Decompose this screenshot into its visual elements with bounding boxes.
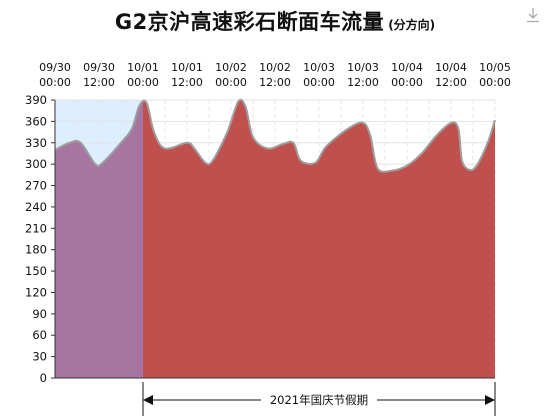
x-tick-time: 00:00 bbox=[391, 76, 423, 89]
y-tick-label: 60 bbox=[32, 328, 47, 342]
x-tick-time: 12:00 bbox=[259, 76, 291, 89]
x-tick-time: 12:00 bbox=[83, 76, 115, 89]
y-tick-label: 330 bbox=[25, 136, 47, 150]
x-tick-time: 12:00 bbox=[435, 76, 467, 89]
series-area bbox=[55, 99, 495, 379]
download-icon[interactable] bbox=[526, 7, 540, 23]
x-tick-date: 10/03 bbox=[303, 61, 335, 74]
chart-title-main: G2京沪高速彩石断面车流量 bbox=[114, 10, 385, 34]
y-tick-label: 270 bbox=[25, 179, 47, 193]
y-tick-label: 30 bbox=[32, 350, 47, 364]
x-tick-date: 09/30 bbox=[83, 61, 115, 74]
chart-title: G2京沪高速彩石断面车流量 (分方向) bbox=[0, 6, 550, 36]
y-tick-label: 390 bbox=[25, 93, 47, 107]
x-tick-time: 00:00 bbox=[479, 76, 511, 89]
x-tick-date: 10/03 bbox=[347, 61, 379, 74]
y-tick-label: 210 bbox=[25, 221, 47, 235]
x-tick-time: 00:00 bbox=[215, 76, 247, 89]
x-tick-date: 10/01 bbox=[171, 61, 203, 74]
y-tick-label: 240 bbox=[25, 200, 47, 214]
x-tick-date: 09/30 bbox=[39, 61, 71, 74]
highlight-overlay bbox=[55, 101, 143, 378]
y-tick-label: 150 bbox=[25, 264, 47, 278]
x-tick-time: 00:00 bbox=[303, 76, 335, 89]
y-tick-label: 360 bbox=[25, 114, 47, 128]
annotation-label: 2021年国庆节假期 bbox=[270, 393, 368, 407]
x-tick-time: 00:00 bbox=[39, 76, 71, 89]
x-tick-time: 00:00 bbox=[127, 76, 159, 89]
y-tick-label: 0 bbox=[40, 371, 47, 385]
x-tick-date: 10/01 bbox=[127, 61, 159, 74]
series-line bbox=[54, 98, 496, 173]
y-tick-label: 300 bbox=[25, 157, 47, 171]
x-tick-time: 12:00 bbox=[347, 76, 379, 89]
y-tick-label: 90 bbox=[32, 307, 47, 321]
x-tick-date: 10/02 bbox=[259, 61, 291, 74]
x-tick-date: 10/05 bbox=[479, 61, 511, 74]
chart-title-suffix: (分方向) bbox=[388, 18, 436, 32]
x-tick-date: 10/04 bbox=[435, 61, 467, 74]
y-tick-label: 120 bbox=[25, 285, 47, 299]
x-tick-date: 10/02 bbox=[215, 61, 247, 74]
x-tick-time: 12:00 bbox=[171, 76, 203, 89]
y-tick-label: 180 bbox=[25, 243, 47, 257]
x-tick-date: 10/04 bbox=[391, 61, 423, 74]
